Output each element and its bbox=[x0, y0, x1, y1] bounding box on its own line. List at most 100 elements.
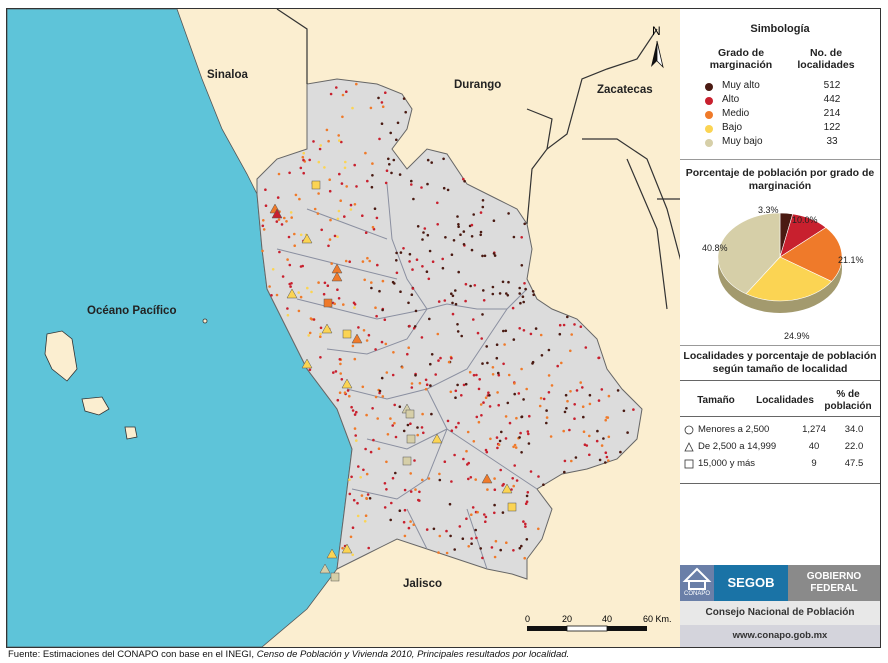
locality-point bbox=[424, 387, 428, 391]
locality-point bbox=[493, 511, 496, 515]
locality-point bbox=[371, 407, 374, 410]
locality-point bbox=[353, 203, 357, 206]
divider bbox=[680, 483, 880, 484]
locality-point bbox=[531, 362, 534, 365]
locality-point bbox=[377, 447, 381, 451]
table-cell-pct: 47.5 bbox=[844, 458, 864, 469]
locality-point bbox=[293, 232, 296, 236]
legend-label: Muy bajo bbox=[722, 136, 763, 147]
locality-point bbox=[301, 155, 305, 159]
locality-point bbox=[520, 415, 524, 419]
locality-point bbox=[476, 510, 479, 514]
locality-point bbox=[375, 314, 378, 318]
locality-point bbox=[383, 506, 387, 509]
locality-point bbox=[339, 372, 343, 375]
locality-point bbox=[288, 282, 292, 286]
locality-point bbox=[499, 548, 503, 552]
locality-point bbox=[363, 278, 367, 282]
locality-point bbox=[363, 520, 367, 523]
locality-point bbox=[353, 163, 357, 167]
locality-point bbox=[537, 475, 540, 478]
legend-row: Bajo 122 bbox=[700, 122, 870, 136]
locality-point bbox=[507, 280, 510, 284]
table-row: 15,000 y más 9 47.5 bbox=[684, 458, 876, 472]
locality-point bbox=[441, 257, 445, 261]
locality-point bbox=[406, 352, 409, 356]
locality-point bbox=[549, 435, 553, 438]
locality-point bbox=[313, 207, 317, 211]
locality-point bbox=[294, 193, 298, 197]
locality-point bbox=[286, 307, 289, 310]
locality-point bbox=[409, 520, 412, 523]
locality-point bbox=[327, 139, 330, 143]
locality-point bbox=[563, 470, 566, 474]
locality-point bbox=[418, 499, 421, 502]
legend-value: 512 bbox=[823, 80, 841, 91]
locality-point bbox=[442, 157, 445, 161]
locality-point bbox=[581, 405, 585, 409]
pie-label: 10.0% bbox=[792, 215, 818, 225]
locality-point bbox=[376, 263, 379, 267]
locality-point bbox=[519, 431, 522, 435]
legend-col-grado: Grado de marginación bbox=[709, 47, 773, 71]
locality-point bbox=[513, 382, 516, 385]
legend-title: Simbología bbox=[750, 23, 810, 35]
website-link[interactable]: www.conapo.gob.mx bbox=[680, 625, 880, 647]
locality-point bbox=[320, 228, 324, 232]
locality-point bbox=[383, 482, 387, 485]
locality-point bbox=[475, 373, 478, 377]
locality-point bbox=[385, 169, 389, 172]
locality-point bbox=[310, 290, 313, 294]
locality-point bbox=[522, 300, 525, 304]
locality-point bbox=[427, 277, 431, 281]
table-header-tamano: Tamaño bbox=[697, 395, 735, 406]
locality-point bbox=[318, 147, 322, 151]
locality-point bbox=[456, 330, 460, 333]
locality-triangle bbox=[351, 333, 363, 344]
locality-point bbox=[522, 329, 526, 332]
locality-point bbox=[264, 188, 267, 191]
locality-point bbox=[510, 488, 513, 491]
locality-point bbox=[526, 430, 530, 433]
locality-point bbox=[481, 556, 484, 560]
circle-icon bbox=[684, 425, 694, 435]
locality-point bbox=[380, 101, 384, 104]
locality-point bbox=[605, 416, 608, 419]
locality-point bbox=[344, 160, 347, 164]
locality-point bbox=[560, 361, 563, 365]
locality-point bbox=[337, 134, 341, 137]
locality-point bbox=[428, 317, 431, 321]
locality-point bbox=[366, 179, 369, 183]
table-cell-loc: 40 bbox=[808, 441, 820, 452]
locality-point bbox=[384, 181, 388, 185]
locality-point bbox=[351, 553, 355, 557]
segob-logo: SEGOB bbox=[714, 565, 788, 601]
locality-point bbox=[545, 421, 548, 425]
locality-point bbox=[288, 171, 291, 175]
locality-point bbox=[293, 244, 297, 247]
locality-point bbox=[469, 476, 473, 479]
pie-label: 21.1% bbox=[838, 255, 864, 265]
locality-point bbox=[340, 378, 344, 381]
locality-point bbox=[368, 259, 372, 263]
locality-point bbox=[602, 437, 605, 440]
locality-point bbox=[595, 439, 599, 443]
locality-point bbox=[490, 546, 494, 549]
locality-point bbox=[462, 383, 466, 387]
locality-point bbox=[492, 219, 496, 222]
locality-point bbox=[278, 250, 281, 254]
locality-point bbox=[470, 223, 474, 227]
locality-point bbox=[464, 282, 468, 286]
footer-italic: Censo de Población y Vivienda 2010, Prin… bbox=[256, 649, 570, 660]
locality-point bbox=[514, 446, 518, 449]
locality-point bbox=[329, 92, 333, 96]
locality-point bbox=[453, 548, 457, 551]
locality-point bbox=[524, 525, 527, 528]
locality-point bbox=[392, 351, 395, 354]
locality-point bbox=[290, 216, 294, 219]
locality-point bbox=[518, 286, 521, 290]
locality-point bbox=[504, 329, 508, 333]
locality-point bbox=[575, 389, 579, 392]
locality-point bbox=[317, 281, 320, 284]
locality-point bbox=[345, 90, 348, 93]
